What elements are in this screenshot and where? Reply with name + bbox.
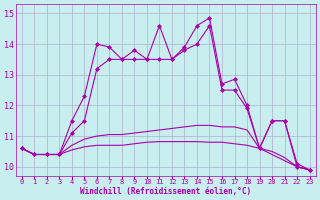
X-axis label: Windchill (Refroidissement éolien,°C): Windchill (Refroidissement éolien,°C) — [80, 187, 251, 196]
